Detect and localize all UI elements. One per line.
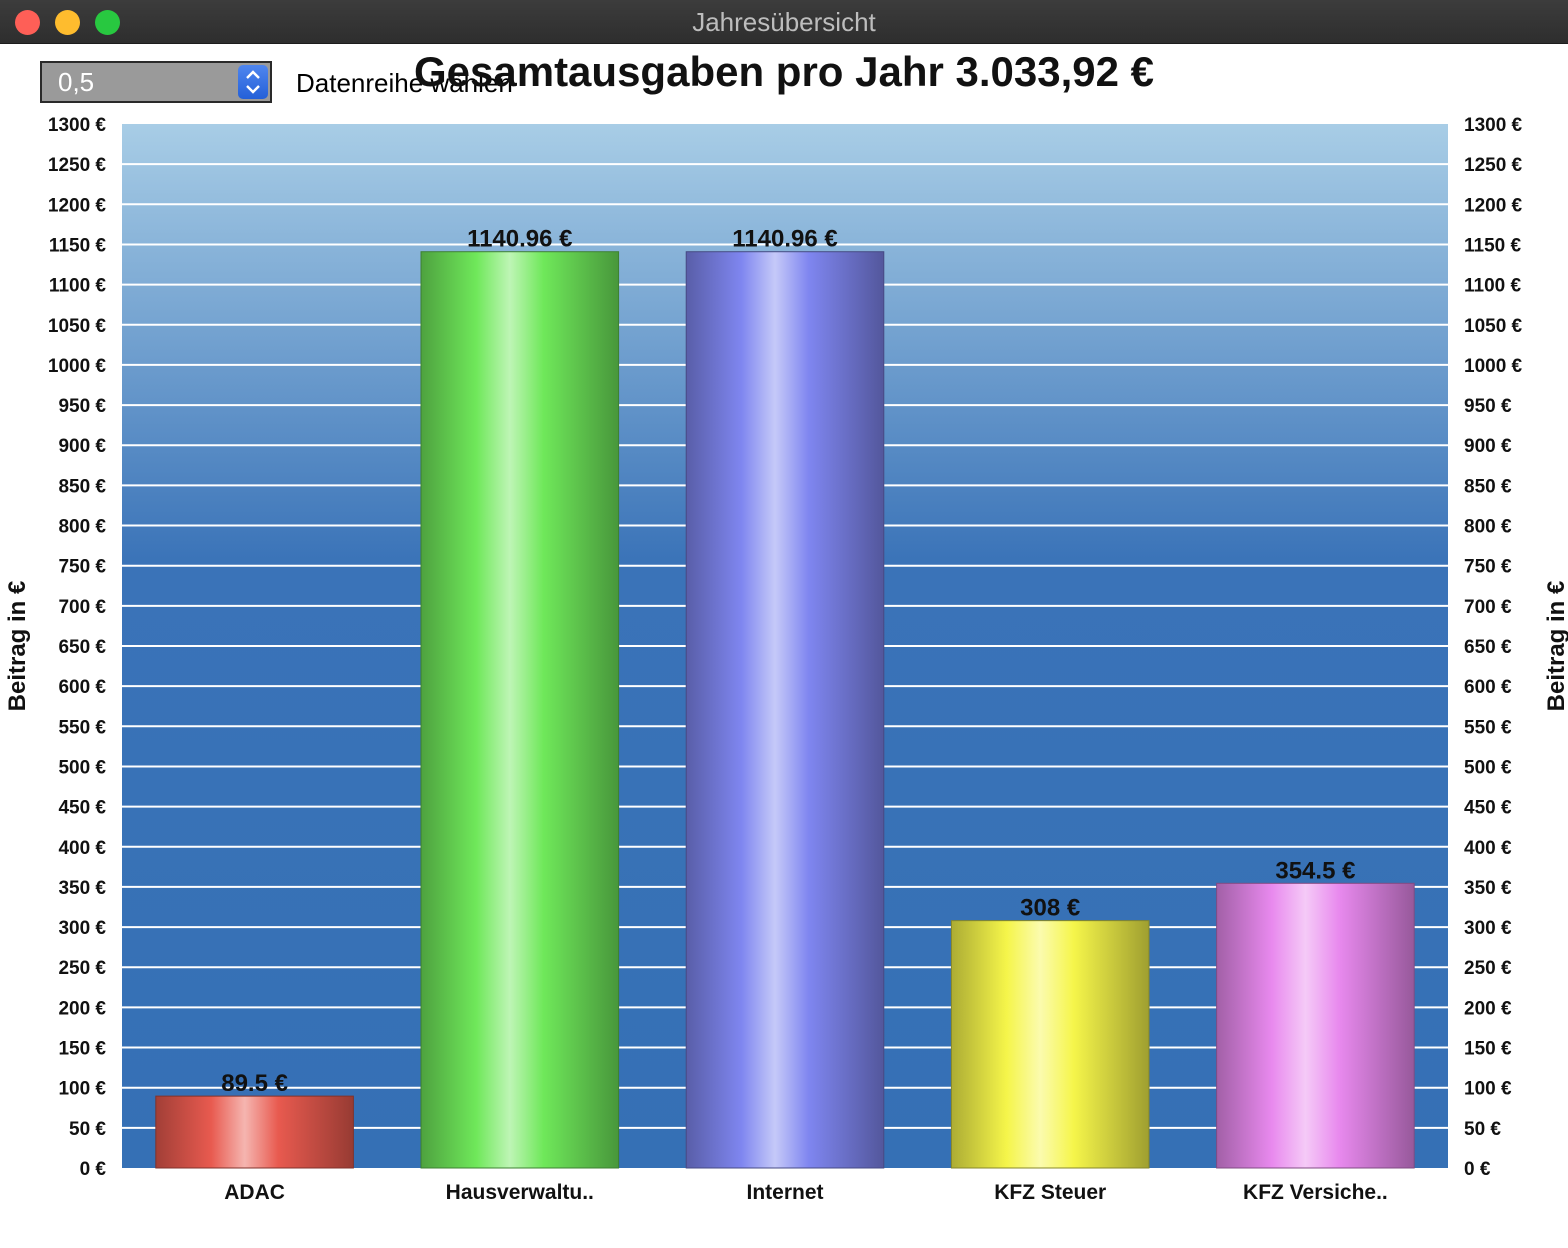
category-label: Internet [746,1181,823,1204]
spinner-label: Datenreihe wählen [296,68,513,98]
right-axis-ticks: 0 € 50 € 100 € 150 € 200 € 250 € 300 € 350 € 400… [1464,115,1523,1180]
y-tick-label: 900 € [58,436,106,457]
bars [155,251,1415,1169]
y-tick-label-right: 650 € [1464,637,1512,658]
y-tick-label-right: 900 € [1464,436,1512,457]
y-tick-label: 0 € [80,1159,107,1180]
y-tick-label: 550 € [58,717,106,738]
y-tick-label-right: 350 € [1464,878,1512,899]
y-tick-label-right: 1200 € [1464,195,1523,216]
close-window-button[interactable] [15,10,40,35]
value-labels: 89.5 € 1140.96 € 1140.96 € 308 € 354.5 € [221,226,1355,1097]
y-tick-label-right: 250 € [1464,958,1512,979]
y-tick-label: 250 € [58,958,106,979]
window-titlebar: Jahresübersicht [0,0,1568,44]
y-tick-label-right: 450 € [1464,798,1512,819]
y-tick-label-right: 950 € [1464,396,1512,417]
value-label: 1140.96 € [467,226,572,253]
y-tick-label-right: 500 € [1464,757,1512,778]
value-label: 89.5 € [221,1070,288,1097]
spinner-arrows-icon[interactable] [238,65,268,99]
y-tick-label: 200 € [58,998,106,1019]
y-tick-label: 150 € [58,1039,106,1060]
y-tick-label: 50 € [69,1119,106,1140]
y-tick-label: 1250 € [48,155,107,176]
y-tick-label-right: 1250 € [1464,155,1523,176]
y-tick-label: 1200 € [48,195,107,216]
y-axis-label-right: Beitrag in € [1543,581,1568,712]
bar-adac [155,1095,354,1169]
y-tick-label: 1050 € [48,316,107,337]
y-tick-label: 500 € [58,757,106,778]
y-axis-label-left: Beitrag in € [4,581,31,712]
y-tick-label: 100 € [58,1079,106,1100]
y-tick-label: 950 € [58,396,106,417]
bar-kfz-steuer [950,920,1150,1169]
minimize-window-button[interactable] [55,10,80,35]
chart-title: Gesamtausgaben pro Jahr 3.033,92 € [413,48,1155,95]
y-tick-label: 850 € [58,476,106,497]
maximize-window-button[interactable] [95,10,120,35]
bar-hausverwaltu [420,251,620,1169]
y-tick-label-right: 200 € [1464,998,1512,1019]
spinner-value: 0,5 [58,67,95,97]
y-tick-label-right: 0 € [1464,1159,1491,1180]
y-tick-label-right: 1300 € [1464,115,1523,136]
y-tick-label: 300 € [58,918,106,939]
data-series-spinner[interactable]: 0,5 [40,61,272,103]
value-label: 1140.96 € [732,226,837,253]
y-tick-label-right: 850 € [1464,476,1512,497]
y-tick-label: 800 € [58,517,106,538]
y-tick-label: 1000 € [48,356,107,377]
category-label: ADAC [224,1181,285,1204]
y-tick-label-right: 800 € [1464,517,1512,538]
y-tick-label: 600 € [58,677,106,698]
y-tick-label: 650 € [58,637,106,658]
category-label: KFZ Versiche.. [1243,1181,1388,1204]
y-tick-label: 1100 € [49,276,106,297]
category-label: Hausverwaltu.. [446,1181,594,1204]
category-labels: ADAC Hausverwaltu.. Internet KFZ Steuer KFZ … [224,1181,1388,1204]
y-tick-label-right: 50 € [1464,1119,1501,1140]
y-tick-label: 700 € [58,597,106,618]
y-tick-label-right: 550 € [1464,717,1512,738]
left-axis-ticks: 0 € 50 € 100 € 150 € 200 € 250 € 300 € 350 € 400… [48,115,107,1180]
bar-internet [685,251,885,1169]
y-tick-label: 350 € [58,878,106,899]
y-tick-label-right: 1050 € [1464,316,1523,337]
y-tick-label-right: 100 € [1464,1079,1512,1100]
y-tick-label-right: 400 € [1464,838,1512,859]
y-tick-label: 1300 € [48,115,107,136]
y-tick-label-right: 600 € [1464,677,1512,698]
y-tick-label-right: 750 € [1464,557,1512,578]
y-tick-label-right: 1100 € [1464,276,1521,297]
y-tick-label-right: 300 € [1464,918,1512,939]
y-tick-label-right: 1000 € [1464,356,1523,377]
y-tick-label: 750 € [58,557,106,578]
y-tick-label: 1150 € [49,235,106,256]
y-tick-label-right: 700 € [1464,597,1512,618]
value-label: 308 € [1020,895,1080,922]
category-label: KFZ Steuer [994,1181,1106,1204]
y-tick-label: 400 € [58,838,106,859]
window-title: Jahresübersicht [692,7,876,37]
y-tick-label: 450 € [58,798,106,819]
bar-kfz-versiche [1216,882,1415,1169]
y-tick-label-right: 150 € [1464,1039,1512,1060]
y-tick-label-right: 1150 € [1464,235,1521,256]
value-label: 354.5 € [1275,857,1355,884]
